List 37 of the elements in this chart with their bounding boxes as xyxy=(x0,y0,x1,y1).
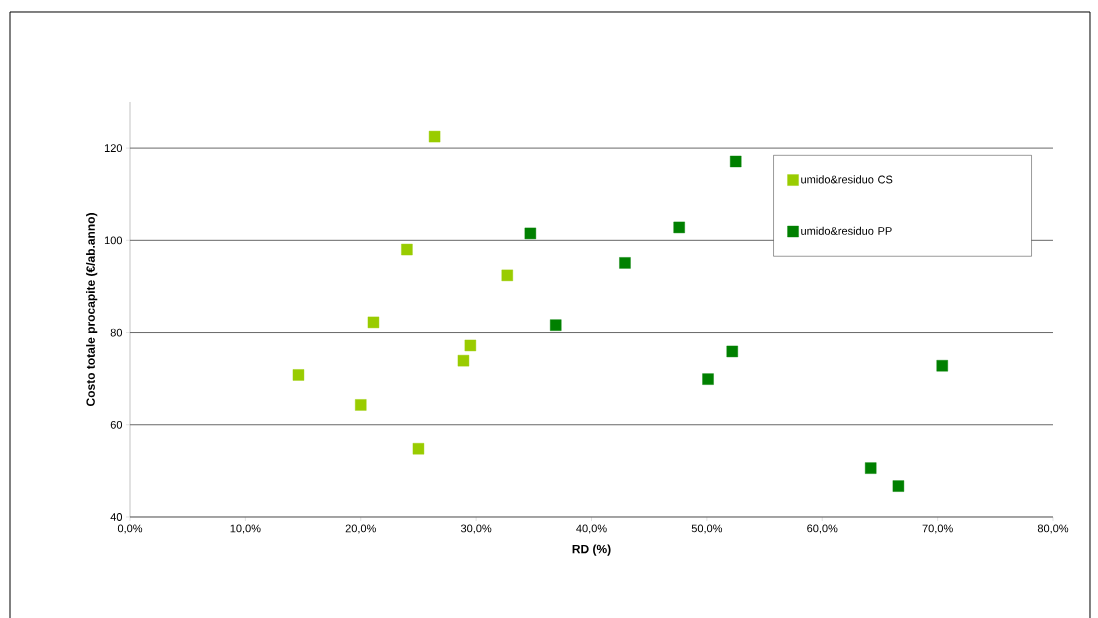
x-tick-label: 30,0% xyxy=(460,524,492,534)
y-tick-label: 100 xyxy=(104,236,123,245)
point xyxy=(892,480,905,492)
point xyxy=(428,130,441,143)
x-tick-label: 70,0% xyxy=(922,524,953,534)
y-tick-label: 40 xyxy=(110,513,123,521)
point xyxy=(726,345,738,358)
y-tick-label: 120 xyxy=(104,144,123,152)
x-tick-label: 0,0% xyxy=(117,524,143,534)
point xyxy=(412,443,425,455)
y-tick-label: 60 xyxy=(110,420,123,429)
legend-label: umido&residuo PP xyxy=(801,226,892,235)
point xyxy=(501,269,513,282)
y-tick-label: 80 xyxy=(110,328,123,337)
point xyxy=(367,316,380,329)
x-tick-label: 10,0% xyxy=(230,524,261,534)
x-tick-label: 50,0% xyxy=(691,524,723,534)
point xyxy=(550,319,562,331)
point xyxy=(355,399,367,411)
point xyxy=(524,227,537,240)
x-tick-label: 40,0% xyxy=(576,524,607,534)
point xyxy=(730,155,742,168)
point xyxy=(702,373,714,385)
point xyxy=(865,462,877,474)
legend-label: umido&residuo CS xyxy=(801,175,893,184)
point xyxy=(401,243,413,256)
x-tick-label: 20,0% xyxy=(345,524,376,534)
point xyxy=(464,339,477,352)
point xyxy=(936,360,948,372)
x-tick-label: 80,0% xyxy=(1037,524,1069,534)
point xyxy=(457,354,470,367)
point xyxy=(619,257,631,269)
x-axis-title: RD (%) xyxy=(572,544,611,556)
x-tick-label: 60,0% xyxy=(807,524,838,534)
y-axis-title: Costo totale procapite (€/ab.anno) xyxy=(86,213,98,407)
point xyxy=(292,369,305,381)
point xyxy=(673,221,685,234)
